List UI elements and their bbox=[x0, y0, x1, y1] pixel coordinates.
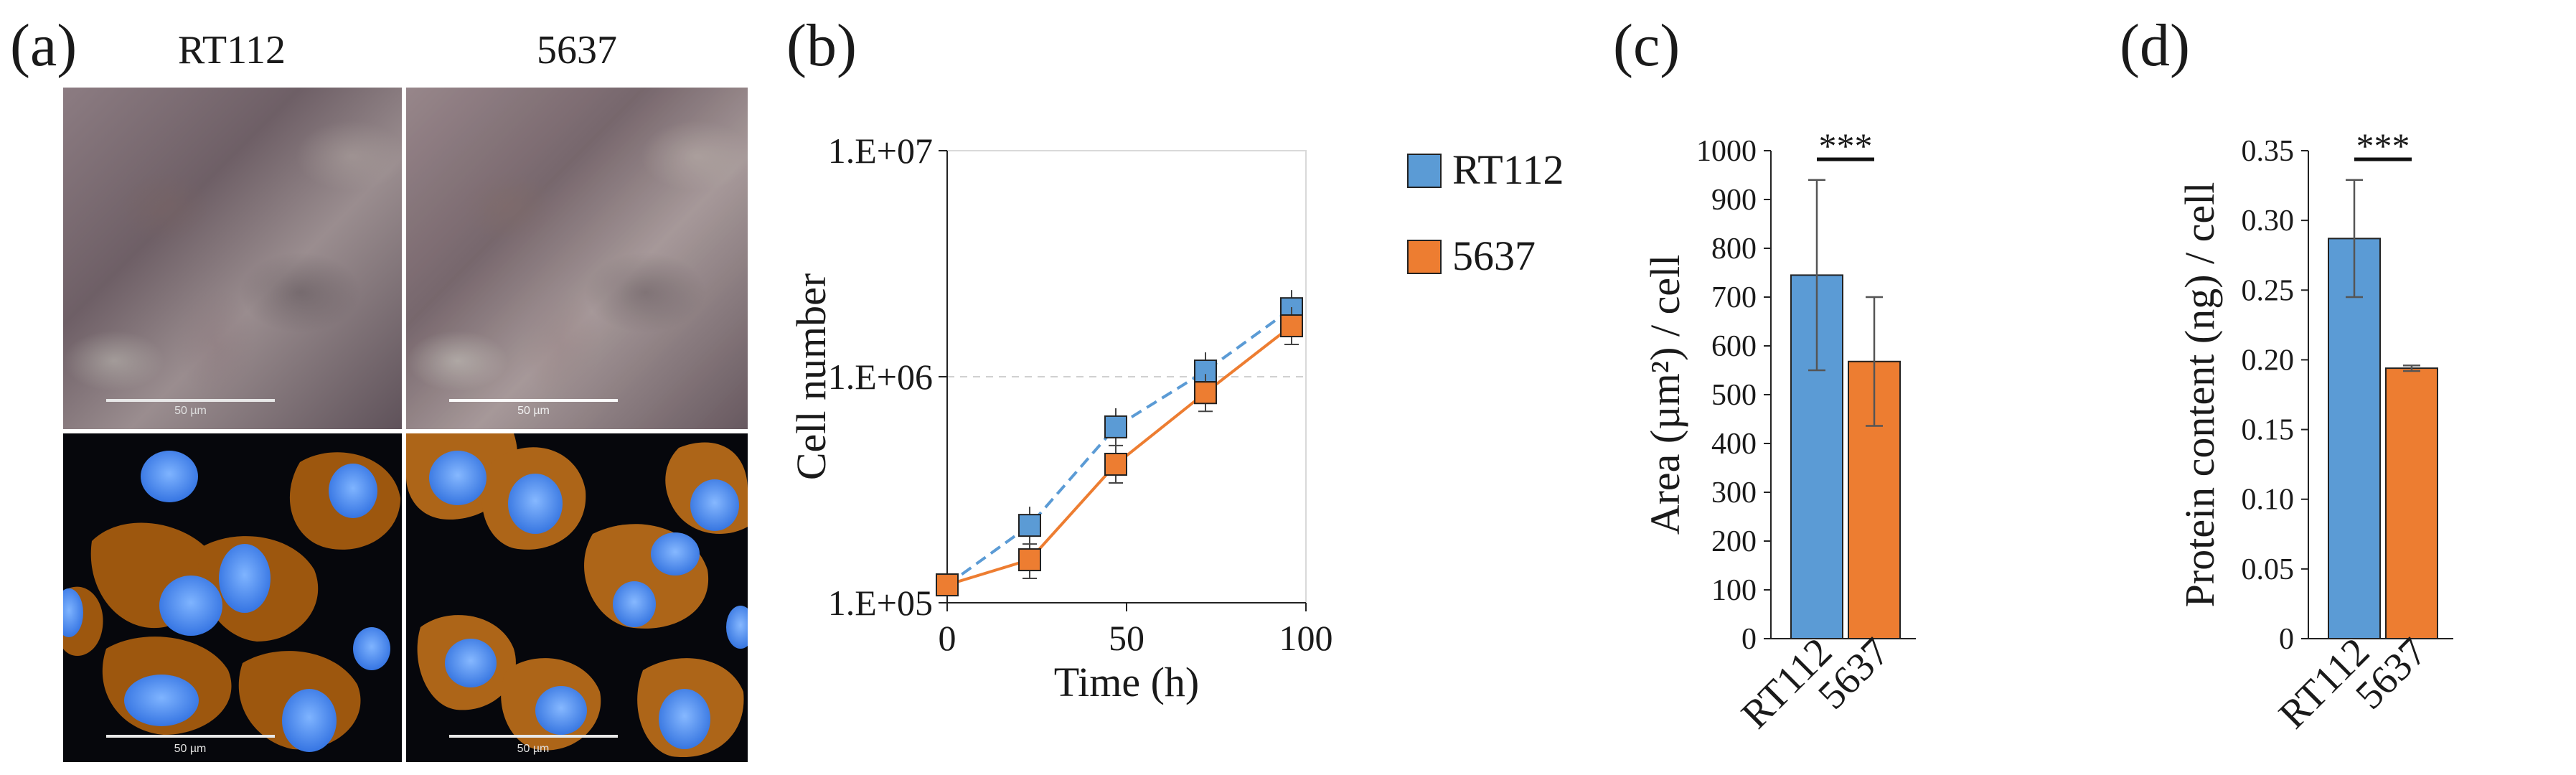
y-tick-label: 0 bbox=[2279, 623, 2294, 656]
fluorescence-5637-drawing: 50 µm bbox=[406, 433, 748, 758]
scale-bar bbox=[449, 735, 618, 738]
bar-RT112 bbox=[2328, 238, 2381, 639]
category-label: 5637 bbox=[1810, 629, 1898, 718]
y-tick-label: 800 bbox=[1711, 232, 1757, 266]
y-tick-label: 100 bbox=[1711, 574, 1757, 607]
y-tick-label: 0 bbox=[1741, 623, 1757, 656]
panel-letter-c: (c) bbox=[1613, 12, 1680, 79]
phase-contrast-5637-image: 50 µm bbox=[406, 88, 748, 429]
scale-bar-label: 50 µm bbox=[517, 743, 550, 755]
chart-d-protein: 0 0.05 0.10 0.15 0.20 0.25 0.30 0.35 Protein con… bbox=[2176, 129, 2453, 737]
y-tick-label: 1.E+06 bbox=[828, 357, 933, 397]
fluorescence-rt112-drawing: 50 µm bbox=[63, 451, 400, 755]
scale-bar-label: 50 µm bbox=[174, 743, 207, 755]
y-tick-label: 0.25 bbox=[2242, 274, 2295, 307]
y-tick-label: 300 bbox=[1711, 476, 1757, 509]
legend-swatch-5637 bbox=[1407, 240, 1442, 274]
y-tick-label: 200 bbox=[1711, 525, 1757, 558]
y-tick-label: 0.10 bbox=[2242, 484, 2295, 517]
x-axis-label: Time (h) bbox=[1054, 659, 1200, 705]
y-tick-label: 0.30 bbox=[2242, 205, 2295, 238]
y-tick-label: 1.E+05 bbox=[828, 583, 933, 623]
y-tick-label: 700 bbox=[1711, 281, 1757, 314]
series-line-RT112 bbox=[946, 307, 1293, 586]
category-label: 5637 bbox=[2347, 629, 2435, 718]
data-point-5637 bbox=[1280, 314, 1303, 338]
y-tick-label: 400 bbox=[1711, 428, 1757, 461]
panel-letter-a: (a) bbox=[10, 12, 77, 79]
micro-title-5637: 5637 bbox=[537, 28, 617, 72]
y-axis-label: Protein content (ng) / cell bbox=[2176, 182, 2223, 608]
data-point-5637 bbox=[1018, 548, 1041, 572]
scale-bar bbox=[449, 399, 618, 402]
data-point-RT112 bbox=[1018, 514, 1041, 537]
panel-letter-d: (d) bbox=[2120, 12, 2190, 79]
legend-swatch-RT112 bbox=[1407, 154, 1442, 188]
micro-title-rt112: RT112 bbox=[177, 28, 286, 72]
x-tick-label: 50 bbox=[1109, 618, 1144, 658]
bar-5637 bbox=[2385, 367, 2438, 639]
y-axis-label: Cell number bbox=[788, 273, 835, 480]
fluorescence-rt112-image: 50 µm bbox=[63, 433, 402, 762]
significance-label: *** bbox=[1819, 129, 1873, 166]
scale-bar-label: 50 µm bbox=[174, 405, 207, 417]
y-tick-label: 500 bbox=[1711, 379, 1757, 412]
data-point-5637 bbox=[1104, 452, 1127, 476]
y-tick-label: 900 bbox=[1711, 184, 1757, 217]
phase-contrast-rt112-image: 50 µm bbox=[63, 88, 402, 429]
y-tick-label: 0.35 bbox=[2242, 135, 2295, 168]
fluorescence-5637-image: 50 µm bbox=[406, 433, 748, 762]
scale-bar bbox=[106, 735, 275, 738]
chart-b-growth: 1.E+05 1.E+06 1.E+07 0 50 100 Time (h) Cell num… bbox=[788, 131, 1564, 705]
y-tick-label: 0.20 bbox=[2242, 344, 2295, 377]
chart-c-area: 0 100 200 300 400 500 600 700 800 900 1000 Area (µm… bbox=[1642, 129, 1916, 737]
scale-bar-label: 50 µm bbox=[517, 405, 550, 417]
y-tick-label: 0.15 bbox=[2242, 414, 2295, 447]
x-tick-label: 100 bbox=[1279, 618, 1333, 658]
data-point-5637 bbox=[1194, 381, 1217, 405]
significance-label: *** bbox=[2356, 129, 2410, 166]
y-axis-label: Area (µm²) / cell bbox=[1642, 255, 1688, 535]
x-tick-label: 0 bbox=[939, 618, 956, 658]
y-tick-label: 1000 bbox=[1696, 135, 1757, 168]
data-point-RT112 bbox=[1104, 415, 1127, 438]
y-tick-label: 600 bbox=[1711, 330, 1757, 363]
y-tick-label: 1.E+07 bbox=[828, 131, 933, 171]
y-tick-label: 0.05 bbox=[2242, 553, 2295, 586]
legend-label: RT112 bbox=[1452, 146, 1564, 193]
scale-bar bbox=[106, 399, 275, 402]
panel-letter-b: (b) bbox=[786, 12, 857, 79]
legend-label: 5637 bbox=[1452, 232, 1536, 279]
data-point-5637 bbox=[936, 573, 959, 597]
